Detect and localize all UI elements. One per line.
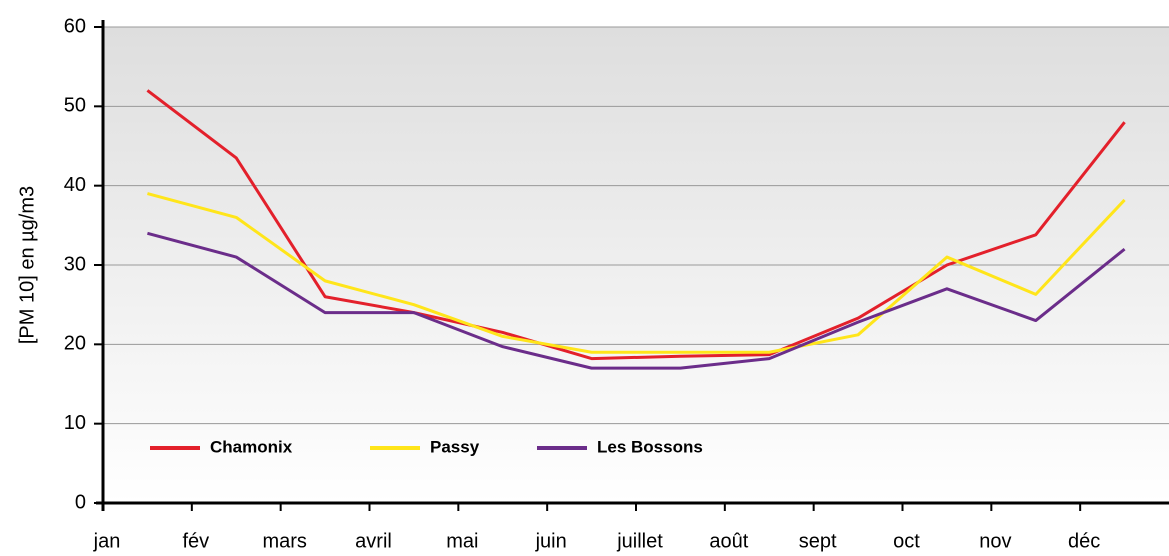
y-tick-label: 0	[75, 491, 86, 513]
x-tick-label: avril	[355, 530, 392, 552]
series-line	[146, 89, 1126, 361]
x-tick-label: mai	[446, 530, 478, 552]
y-tick-label: 50	[64, 95, 86, 117]
series-line	[147, 192, 1126, 354]
x-tick-label: juin	[535, 530, 567, 552]
legend-label: Chamonix	[210, 437, 293, 456]
x-tick-label: juillet	[616, 530, 663, 552]
legend-label: Passy	[430, 437, 480, 456]
y-tick-label: 10	[64, 412, 86, 434]
x-tick-label: sept	[799, 530, 837, 552]
x-tick-label: nov	[979, 530, 1011, 552]
y-tick-label: 30	[64, 253, 86, 275]
x-tick-label: jan	[93, 530, 121, 552]
series-line	[147, 231, 1126, 370]
x-tick-label: fév	[182, 530, 209, 552]
legend-label: Les Bossons	[597, 437, 703, 456]
x-tick-label: août	[709, 530, 748, 552]
x-tick-label: oct	[893, 530, 920, 552]
y-tick-label: 40	[64, 174, 86, 196]
x-tick-label: mars	[262, 530, 306, 552]
y-tick-label: 60	[64, 15, 86, 37]
y-axis-label: [PM 10] en µg/m3	[16, 186, 38, 344]
x-tick-label: déc	[1068, 530, 1100, 552]
y-tick-label: 20	[64, 333, 86, 355]
